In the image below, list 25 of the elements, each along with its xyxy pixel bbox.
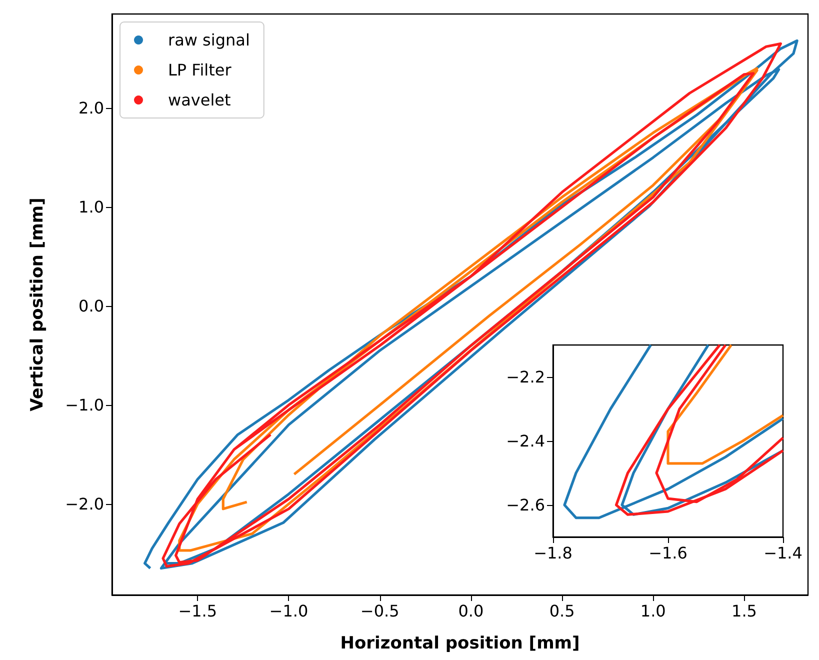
x-axis-title: Horizontal position [mm] bbox=[340, 634, 580, 654]
x-tick-label: −1.0 bbox=[269, 602, 308, 620]
x-tick-label: 1.5 bbox=[732, 602, 757, 620]
y-tick-label: −1.0 bbox=[65, 395, 104, 414]
x-tick-label: −1.8 bbox=[534, 544, 572, 562]
x-tick-label: 1.0 bbox=[640, 602, 666, 620]
y-tick-label: −2.2 bbox=[506, 368, 545, 386]
line-series bbox=[563, 344, 784, 520]
y-tick-label: 2.0 bbox=[78, 98, 104, 118]
y-tick-label: −2.4 bbox=[506, 432, 545, 450]
x-tick-label: 0.0 bbox=[458, 602, 484, 620]
x-tick-label: −1.5 bbox=[178, 602, 218, 620]
x-tick-label: −0.5 bbox=[360, 602, 400, 620]
legend-label: raw signal bbox=[168, 30, 250, 50]
y-tick-label: 0.0 bbox=[78, 296, 104, 316]
x-tick-label: −1.4 bbox=[764, 544, 802, 562]
x-tick-label: −1.6 bbox=[648, 544, 688, 562]
legend-label: wavelet bbox=[168, 90, 231, 110]
x-tick-label: 0.5 bbox=[549, 602, 575, 620]
line-series bbox=[666, 344, 784, 465]
legend-label: LP Filter bbox=[168, 60, 232, 80]
y-tick-label: 1.0 bbox=[78, 198, 104, 217]
y-tick-label: −2.0 bbox=[65, 494, 104, 514]
y-axis-title: Vertical position [mm] bbox=[28, 198, 48, 412]
y-tick-label: −2.6 bbox=[506, 496, 545, 514]
